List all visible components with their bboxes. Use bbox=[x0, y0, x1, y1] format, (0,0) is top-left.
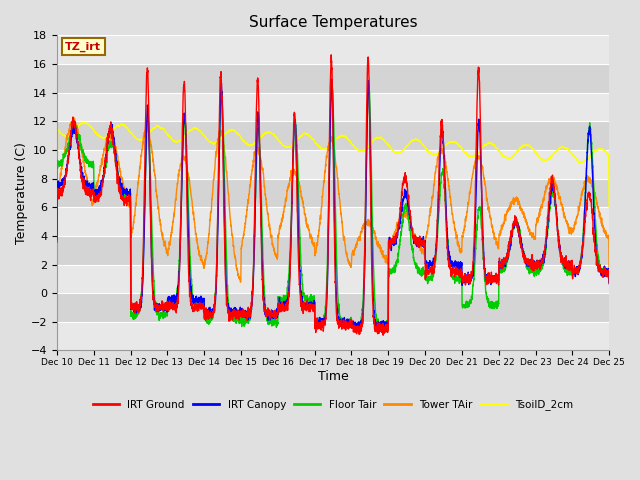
Bar bbox=[57, 179, 609, 207]
Bar bbox=[57, 36, 609, 64]
Y-axis label: Temperature (C): Temperature (C) bbox=[15, 142, 28, 244]
Bar bbox=[57, 264, 609, 293]
Bar bbox=[57, 293, 609, 322]
Bar bbox=[57, 207, 609, 236]
Bar bbox=[57, 93, 609, 121]
Text: TZ_irt: TZ_irt bbox=[65, 41, 101, 52]
X-axis label: Time: Time bbox=[317, 370, 348, 383]
Bar bbox=[57, 322, 609, 350]
Legend: IRT Ground, IRT Canopy, Floor Tair, Tower TAir, TsoilD_2cm: IRT Ground, IRT Canopy, Floor Tair, Towe… bbox=[89, 396, 577, 415]
Bar bbox=[57, 121, 609, 150]
Bar bbox=[57, 150, 609, 179]
Bar bbox=[57, 64, 609, 93]
Title: Surface Temperatures: Surface Temperatures bbox=[249, 15, 417, 30]
Bar bbox=[57, 236, 609, 264]
